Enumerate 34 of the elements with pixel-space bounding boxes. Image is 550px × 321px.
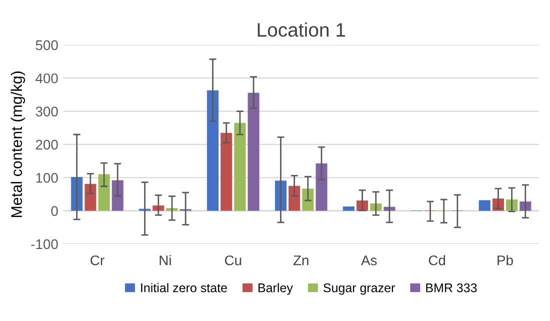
bar <box>384 206 396 211</box>
y-axis-title: Metal content (mg/kg) <box>10 72 26 218</box>
bar <box>84 184 96 211</box>
bar <box>288 186 300 211</box>
legend-label: Initial zero state <box>141 283 227 292</box>
bar <box>478 200 490 211</box>
legend-label: Sugar grazer <box>324 283 395 295</box>
x-tick-label: Cd <box>428 255 446 266</box>
y-tick-label: 0 <box>51 206 58 216</box>
y-tick-label: 500 <box>36 40 58 50</box>
x-tick-label: Cu <box>224 255 242 266</box>
y-tick-label: -100 <box>31 239 58 250</box>
legend-label: BMR 333 <box>426 283 477 292</box>
bar <box>220 132 232 211</box>
x-tick-label: Cr <box>90 255 104 266</box>
y-tick-label: 400 <box>36 73 58 84</box>
x-tick-label: Ni <box>160 255 171 266</box>
bar <box>302 188 314 211</box>
chart-title: Location 1 <box>258 22 346 37</box>
bar <box>316 163 328 211</box>
bar <box>342 206 354 211</box>
bar <box>98 174 110 211</box>
y-tick-label: 100 <box>36 172 58 183</box>
bar <box>248 92 260 211</box>
x-tick-label: Zn <box>293 256 308 266</box>
bar <box>206 90 219 211</box>
bar <box>166 208 178 211</box>
y-tick-label: 200 <box>36 140 58 150</box>
y-tick-label: 300 <box>36 106 58 116</box>
legend-label: Barley <box>258 283 293 295</box>
bar <box>112 180 124 211</box>
x-tick-label: As <box>361 256 377 266</box>
bar <box>234 122 246 211</box>
x-tick-label: Pb <box>498 255 513 266</box>
